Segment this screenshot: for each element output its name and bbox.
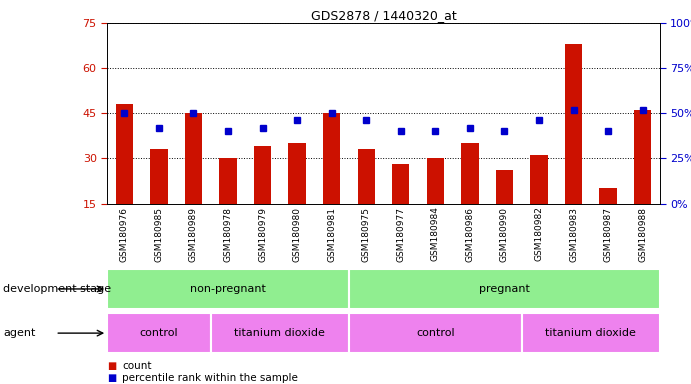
Text: GSM180984: GSM180984 xyxy=(430,207,440,262)
Title: GDS2878 / 1440320_at: GDS2878 / 1440320_at xyxy=(311,9,456,22)
Text: non-pregnant: non-pregnant xyxy=(190,284,266,294)
Bar xyxy=(288,143,305,249)
Text: ■: ■ xyxy=(107,361,116,371)
Text: GSM180985: GSM180985 xyxy=(154,207,164,262)
Text: titanium dioxide: titanium dioxide xyxy=(234,328,325,338)
Text: pregnant: pregnant xyxy=(479,284,530,294)
Text: GSM180982: GSM180982 xyxy=(534,207,544,262)
Text: ■: ■ xyxy=(107,373,116,383)
Text: GSM180980: GSM180980 xyxy=(292,207,302,262)
Text: GSM180983: GSM180983 xyxy=(569,207,578,262)
Bar xyxy=(634,110,651,249)
Text: GSM180987: GSM180987 xyxy=(603,207,613,262)
Text: agent: agent xyxy=(3,328,36,338)
Bar xyxy=(115,104,133,249)
Text: GSM180981: GSM180981 xyxy=(327,207,337,262)
Text: GSM180978: GSM180978 xyxy=(223,207,233,262)
Text: count: count xyxy=(122,361,152,371)
Bar xyxy=(565,44,582,249)
Bar xyxy=(219,159,236,249)
Text: GSM180975: GSM180975 xyxy=(361,207,371,262)
Text: GSM180979: GSM180979 xyxy=(258,207,267,262)
Bar xyxy=(107,269,349,309)
Bar xyxy=(495,170,513,249)
Text: GSM180988: GSM180988 xyxy=(638,207,647,262)
Bar xyxy=(426,159,444,249)
Bar xyxy=(107,313,211,353)
Bar xyxy=(599,189,616,249)
Text: control: control xyxy=(416,328,455,338)
Text: GSM180990: GSM180990 xyxy=(500,207,509,262)
Text: GSM180986: GSM180986 xyxy=(465,207,475,262)
Bar xyxy=(211,313,349,353)
Text: GSM180976: GSM180976 xyxy=(120,207,129,262)
Bar xyxy=(357,149,375,249)
Text: GSM180977: GSM180977 xyxy=(396,207,406,262)
Bar xyxy=(530,156,547,249)
Text: titanium dioxide: titanium dioxide xyxy=(545,328,636,338)
Bar xyxy=(349,313,522,353)
Bar xyxy=(349,269,660,309)
Bar xyxy=(150,149,167,249)
Bar xyxy=(522,313,660,353)
Text: control: control xyxy=(140,328,178,338)
Bar xyxy=(254,146,271,249)
Text: GSM180989: GSM180989 xyxy=(189,207,198,262)
Bar xyxy=(184,113,202,249)
Text: percentile rank within the sample: percentile rank within the sample xyxy=(122,373,299,383)
Bar xyxy=(461,143,478,249)
Text: development stage: development stage xyxy=(3,284,111,294)
Bar xyxy=(323,113,340,249)
Bar xyxy=(392,164,409,249)
